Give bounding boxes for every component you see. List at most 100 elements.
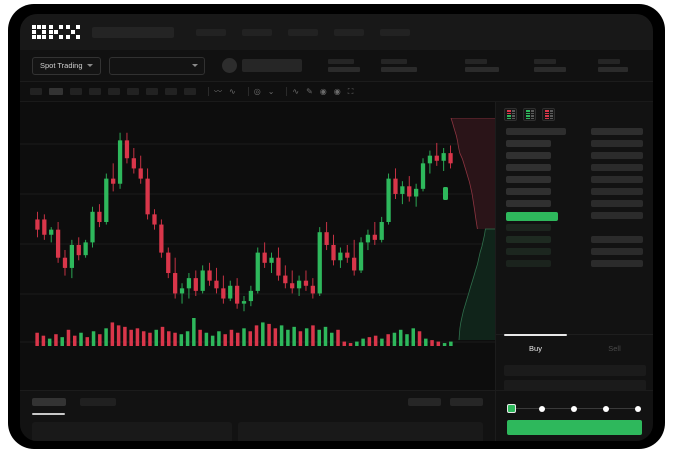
orderbook-rows[interactable] bbox=[496, 126, 653, 267]
compare-icon[interactable]: ∿ bbox=[229, 86, 236, 96]
orderbook-mode-bids[interactable] bbox=[523, 108, 536, 121]
orderbook-cell-amount bbox=[591, 176, 643, 183]
nav-item-2[interactable] bbox=[288, 28, 318, 36]
submit-order-button[interactable] bbox=[507, 420, 642, 435]
slider-dot-1[interactable] bbox=[539, 405, 545, 412]
orderbook-cell-amount bbox=[591, 260, 643, 267]
orderbook-cell-amount bbox=[591, 236, 643, 243]
toolbar-divider bbox=[286, 87, 288, 96]
orderbook-last-price bbox=[506, 212, 558, 221]
volume-series bbox=[35, 318, 453, 346]
rows-icon bbox=[530, 110, 534, 119]
okx-logo[interactable] bbox=[32, 25, 80, 39]
chart-pane[interactable] bbox=[20, 102, 495, 390]
orderbook-row[interactable] bbox=[506, 128, 643, 135]
orders-tab-open[interactable] bbox=[32, 398, 66, 406]
device-frame: Spot Trading bbox=[8, 4, 665, 449]
orderbook-cell-amount bbox=[591, 140, 643, 147]
timeframe-3[interactable] bbox=[89, 88, 101, 95]
orderbook-row[interactable] bbox=[506, 200, 643, 207]
timeframe-2[interactable] bbox=[70, 88, 82, 95]
orders-panels bbox=[20, 422, 495, 441]
orderbook-cell-amount bbox=[591, 128, 643, 135]
orderbook-mode-group bbox=[496, 102, 653, 126]
settings-icon[interactable]: ◉ bbox=[333, 86, 341, 96]
orderbook-row[interactable] bbox=[506, 164, 643, 171]
orderbook-row[interactable] bbox=[506, 224, 643, 231]
orderbook-cell-price bbox=[506, 248, 551, 255]
orderbook-cell-amount bbox=[591, 152, 643, 159]
orders-section bbox=[20, 390, 495, 441]
pair-avatar bbox=[221, 58, 237, 73]
market-stat-4 bbox=[597, 59, 628, 72]
logo-letter-k bbox=[49, 25, 63, 39]
chevron-down-icon bbox=[86, 64, 93, 67]
logo-letter-o bbox=[32, 25, 46, 39]
market-stat-2 bbox=[464, 59, 499, 72]
nav-item-1[interactable] bbox=[242, 28, 272, 36]
line-chart-icon[interactable]: ∿ bbox=[292, 86, 300, 96]
app-header bbox=[20, 14, 653, 50]
camera-icon[interactable]: ◉ bbox=[319, 86, 327, 96]
nav-item-4[interactable] bbox=[380, 28, 410, 36]
orderbook-cell-amount bbox=[591, 200, 643, 207]
pair-name bbox=[241, 59, 302, 72]
timeframe-7[interactable] bbox=[165, 88, 177, 95]
app-screen: Spot Trading bbox=[20, 14, 653, 441]
timeframe-0[interactable] bbox=[30, 88, 42, 95]
slider-dot-3[interactable] bbox=[603, 405, 609, 412]
timeframe-6[interactable] bbox=[146, 88, 158, 95]
orderbook-mode-asks[interactable] bbox=[542, 108, 555, 121]
market-bar: Spot Trading bbox=[20, 50, 653, 82]
orders-tabs bbox=[20, 391, 495, 415]
order-actions-panel bbox=[495, 390, 653, 441]
orderbook-row[interactable] bbox=[506, 236, 643, 243]
timeframe-5[interactable] bbox=[127, 88, 139, 95]
orderbook-row[interactable] bbox=[506, 260, 643, 267]
market-stat-3 bbox=[533, 59, 566, 72]
orders-action-1[interactable] bbox=[450, 398, 483, 406]
orderbook-cell-price bbox=[506, 140, 551, 147]
orderbook-cell-price bbox=[506, 260, 551, 267]
fullscreen-icon[interactable]: ⛶ bbox=[347, 86, 354, 96]
indicators-icon[interactable]: 〰 bbox=[214, 86, 222, 96]
timeframe-8[interactable] bbox=[184, 88, 196, 95]
slider-dot-4[interactable] bbox=[635, 405, 641, 412]
nav-item-0[interactable] bbox=[196, 28, 226, 36]
alert-icon[interactable]: ◎ bbox=[253, 86, 261, 96]
orderbook-cell-price bbox=[506, 164, 551, 171]
orderbook-row[interactable] bbox=[506, 140, 643, 147]
orderbook-row[interactable] bbox=[506, 188, 643, 195]
tab-buy[interactable]: Buy bbox=[496, 334, 575, 361]
timeframe-1[interactable] bbox=[49, 88, 63, 95]
nav-item-3[interactable] bbox=[334, 28, 364, 36]
orderbook-cell-price bbox=[506, 188, 551, 195]
order-price-field[interactable] bbox=[504, 365, 646, 376]
orders-action-0[interactable] bbox=[408, 398, 441, 406]
orderbook-row[interactable] bbox=[506, 212, 643, 221]
trading-pair-select[interactable] bbox=[108, 56, 205, 75]
amount-slider[interactable] bbox=[507, 404, 642, 413]
orders-panel-right[interactable] bbox=[238, 422, 483, 441]
chart-toolbar: 〰 ∿ ◎ ⌄ ∿ ✎ ◉ ◉ ⛶ bbox=[20, 82, 653, 102]
order-amount-field[interactable] bbox=[504, 380, 646, 391]
orderbook-row[interactable] bbox=[506, 176, 643, 183]
depth-chart bbox=[443, 118, 495, 340]
spot-trading-select[interactable]: Spot Trading bbox=[32, 56, 101, 75]
pencil-icon[interactable]: ✎ bbox=[306, 86, 313, 96]
orders-tab-history[interactable] bbox=[80, 398, 116, 406]
chevron-down-icon[interactable]: ⌄ bbox=[267, 86, 275, 96]
orderbook-row[interactable] bbox=[506, 152, 643, 159]
search-input[interactable] bbox=[92, 26, 174, 38]
mixed-bars-icon bbox=[506, 110, 511, 119]
order-form-tabs: Buy Sell bbox=[496, 334, 653, 391]
slider-dot-2[interactable] bbox=[571, 405, 577, 412]
orders-panel-left[interactable] bbox=[32, 422, 233, 441]
slider-handle[interactable] bbox=[507, 404, 516, 413]
orderbook-cell-amount bbox=[591, 248, 643, 255]
orderbook-row[interactable] bbox=[506, 248, 643, 255]
timeframe-4[interactable] bbox=[108, 88, 120, 95]
depth-chart-overlay bbox=[443, 118, 495, 340]
orderbook-mode-both[interactable] bbox=[504, 108, 517, 121]
tab-sell[interactable]: Sell bbox=[575, 335, 653, 361]
